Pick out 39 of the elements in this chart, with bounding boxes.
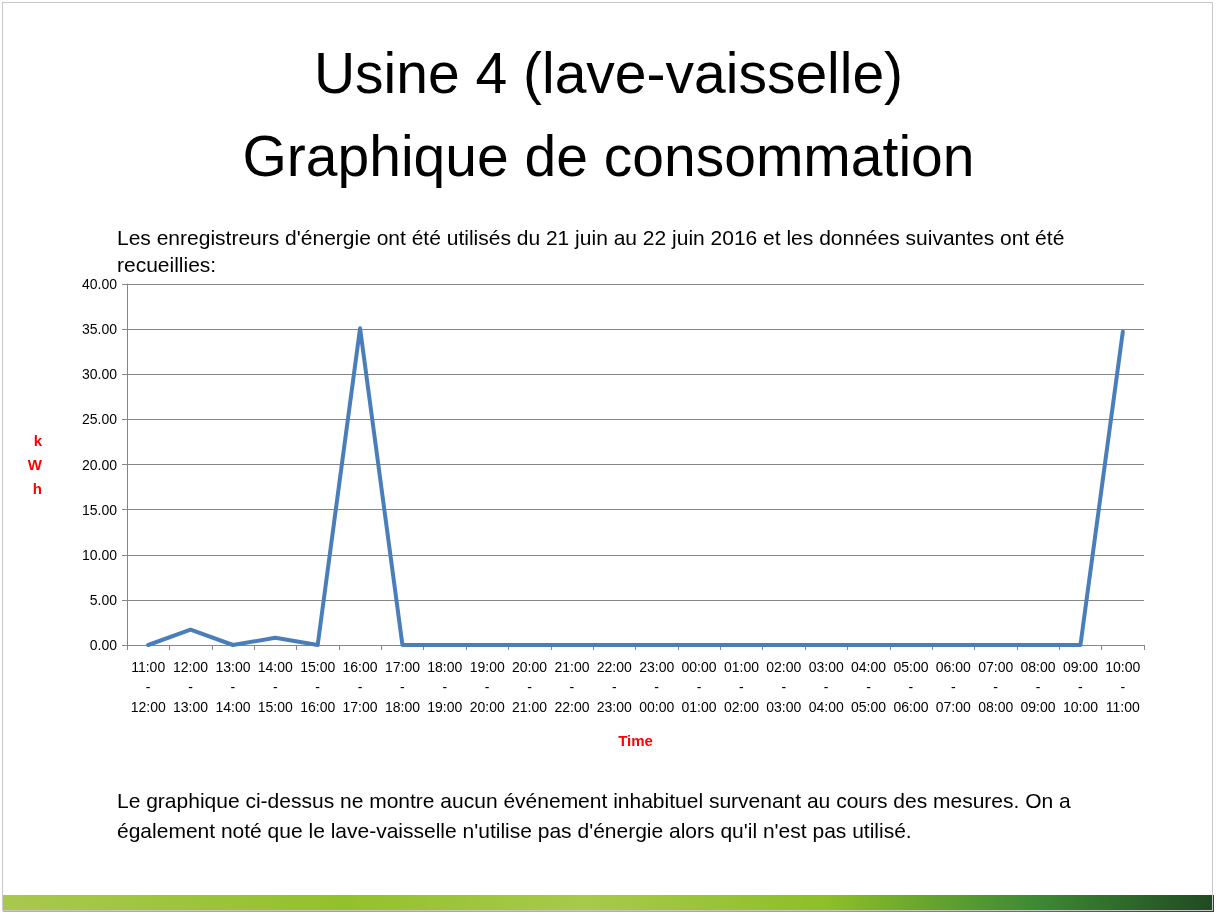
y-tick-label: 15.00 xyxy=(81,501,118,518)
y-tick-label: 30.00 xyxy=(81,366,118,383)
x-axis-title: Time xyxy=(618,732,653,749)
x-tick-label: 14:00 - 15:00 xyxy=(257,659,294,715)
y-tick-label: 0.00 xyxy=(89,637,118,653)
x-tick-label: 23:00 - 00:00 xyxy=(639,659,675,715)
x-tick-label: 19:00 - 20:00 xyxy=(469,659,505,715)
x-tick-label: 13:00 - 14:00 xyxy=(215,659,251,715)
x-tick-label: 11:00 - 12:00 xyxy=(130,659,166,715)
x-tick-label: 22:00 - 23:00 xyxy=(596,659,633,715)
x-tick-label: 03:00 - 04:00 xyxy=(808,659,844,715)
x-tick-label: 10:00 - 11:00 xyxy=(1105,659,1141,715)
line-series xyxy=(146,326,1125,647)
x-tick-label: 05:00 - 06:00 xyxy=(893,659,929,715)
x-tick-label: 15:00 - 16:00 xyxy=(300,659,336,715)
x-tick-label: 20:00 - 21:00 xyxy=(512,659,548,715)
text: Le graphique ci-dessus ne montre aucun événement inhabituel survenant au cours des mesures. On a également noté que le lave-vaisselle n'utilise pas d'énergie alors qu'il n'est pas utilisé. xyxy=(117,788,1072,844)
y-tick-label: 35.00 xyxy=(81,321,118,338)
x-tick-label: 21:00 - 22:00 xyxy=(554,659,590,715)
y-tick-label: 10.00 xyxy=(81,546,118,563)
x-tick-label: 01:00 - 02:00 xyxy=(723,659,760,715)
x-tick-label: 04:00 - 05:00 xyxy=(851,659,887,715)
x-tick-label: 00:00 - 01:00 xyxy=(681,659,717,715)
x-tick-label: 06:00 - 07:00 xyxy=(935,659,972,715)
x-tick-label: 17:00 - 18:00 xyxy=(384,659,421,715)
x-tick-label: 16:00 - 17:00 xyxy=(342,659,378,715)
y-tick-label: 25.00 xyxy=(81,411,118,428)
x-tick-label: 08:00 - 09:00 xyxy=(1020,659,1056,715)
x-tick-label: 12:00 - 13:00 xyxy=(173,659,209,715)
y-tick-label: 40.00 xyxy=(81,276,118,292)
y-axis-title: kWh xyxy=(27,432,43,497)
y-tick-label: 5.00 xyxy=(89,591,118,608)
chart-subtitle: Les enregistreurs d'énergie ont été utilisés du 21 juin au 22 juin 2016 et les données suivantes ont été recueillies: xyxy=(117,225,1066,278)
x-tick-label: 07:00 - 08:00 xyxy=(978,659,1014,715)
x-tick-label: 09:00 - 10:00 xyxy=(1062,659,1099,715)
x-tick-label: 02:00 - 03:00 xyxy=(766,659,802,715)
x-tick-label: 18:00 - 19:00 xyxy=(427,659,463,715)
y-tick-label: 20.00 xyxy=(81,456,118,473)
chart-title: Usine 4 (lave-vaisselle) Graphique de consommation xyxy=(241,40,976,190)
